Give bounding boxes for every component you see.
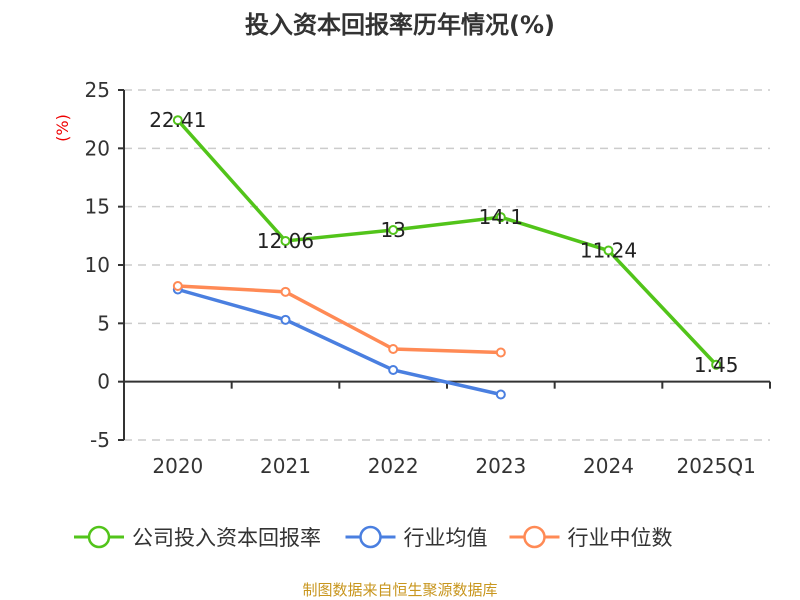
- legend-label: 行业中位数: [568, 526, 673, 550]
- y-tick-label: 0: [97, 370, 110, 394]
- y-tick-label: 5: [97, 311, 110, 335]
- series-line: [176, 119, 718, 366]
- data-label: 11.24: [580, 239, 637, 263]
- data-point: [388, 344, 399, 354]
- y-tick-label: 15: [85, 195, 110, 219]
- legend-label: 行业均值: [404, 526, 488, 550]
- y-tick-label: 10: [85, 253, 110, 277]
- x-tick-label: 2022: [368, 454, 419, 478]
- chart-title: 投入资本回报率历年情况(%): [245, 11, 555, 39]
- data-label: 12.06: [257, 229, 314, 253]
- data-point: [388, 225, 399, 235]
- data-point: [388, 365, 399, 375]
- data-label: 1.45: [694, 353, 739, 377]
- data-label: 14.1: [479, 205, 524, 229]
- legend-label: 公司投入资本回报率: [132, 526, 321, 550]
- legend-marker: [87, 525, 111, 549]
- x-tick-label: 2021: [260, 454, 311, 478]
- data-point: [280, 235, 291, 246]
- data-point: [172, 281, 183, 291]
- data-point: [495, 347, 506, 358]
- series-line: [177, 284, 501, 355]
- data-label: 13: [380, 218, 405, 242]
- data-point: [495, 389, 506, 400]
- y-tick-label: -5: [90, 428, 110, 452]
- x-tick-label: 2025Q1: [676, 454, 755, 478]
- y-tick-label: 25: [85, 78, 110, 102]
- data-point: [280, 314, 291, 325]
- x-tick-label: 2020: [152, 454, 203, 478]
- x-tick-label: 2023: [475, 454, 526, 478]
- y-tick-label: 20: [85, 136, 110, 160]
- series-line: [177, 287, 502, 397]
- x-tick-label: 2024: [583, 454, 634, 478]
- data-point: [495, 212, 506, 223]
- source-note: 制图数据来自恒生聚源数据库: [302, 581, 497, 599]
- y-axis-label: (%): [53, 114, 72, 142]
- data-label: 22.41: [149, 108, 206, 132]
- data-point: [172, 115, 183, 126]
- legend-marker: [359, 525, 382, 549]
- data-point: [280, 286, 291, 297]
- data-point: [711, 359, 722, 370]
- data-point: [603, 245, 614, 256]
- legend-marker: [523, 525, 546, 549]
